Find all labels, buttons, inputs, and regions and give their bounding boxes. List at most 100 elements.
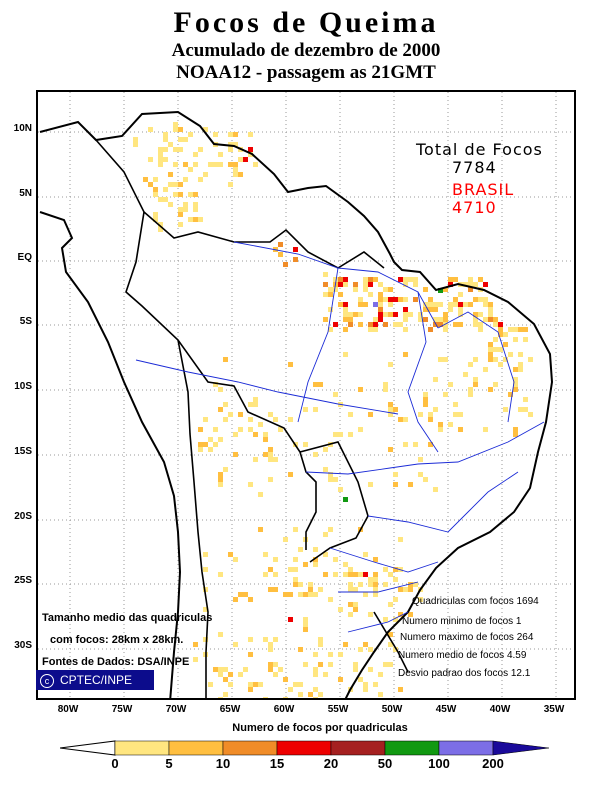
- fire-cell: [433, 317, 438, 322]
- fire-cell: [473, 282, 478, 287]
- fire-cell: [368, 612, 373, 617]
- fire-cell: [348, 567, 353, 572]
- fire-cell: [393, 577, 398, 582]
- fire-cell: [373, 682, 378, 687]
- scale-left-arrow: [60, 740, 116, 756]
- fire-cell: [273, 557, 278, 562]
- fire-cell: [183, 137, 188, 142]
- fire-cell: [408, 587, 413, 592]
- fire-cell: [458, 302, 463, 307]
- fire-cell: [228, 682, 233, 687]
- fire-cell: [163, 187, 168, 192]
- fire-cell: [368, 582, 373, 587]
- fire-cell: [403, 417, 408, 422]
- color-scale-title: Numero de focos por quadriculas: [232, 722, 408, 734]
- fire-cell: [158, 157, 163, 162]
- fire-cell: [298, 692, 303, 697]
- fire-cell: [343, 307, 348, 312]
- coastline: [39, 110, 554, 698]
- fire-cell: [268, 477, 273, 482]
- fire-cell: [378, 302, 383, 307]
- fire-cell: [503, 407, 508, 412]
- fire-cell: [403, 442, 408, 447]
- fire-cell: [418, 317, 423, 322]
- fire-cell: [318, 382, 323, 387]
- fire-cell: [473, 317, 478, 322]
- fire-cell: [478, 277, 483, 282]
- fire-cell: [353, 587, 358, 592]
- fire-cell: [188, 167, 193, 172]
- fire-cell: [373, 592, 378, 597]
- fire-cell: [428, 442, 433, 447]
- fire-cell: [328, 527, 333, 532]
- fire-cell: [343, 302, 348, 307]
- fire-cell: [383, 582, 388, 587]
- fire-cell: [308, 692, 313, 697]
- fire-cell: [393, 312, 398, 317]
- fire-cell: [358, 312, 363, 317]
- fire-cell: [458, 292, 463, 297]
- fire-cell: [363, 282, 368, 287]
- fire-cell: [178, 127, 183, 132]
- fire-cell: [238, 672, 243, 677]
- fire-cell: [223, 357, 228, 362]
- fire-cell: [303, 622, 308, 627]
- fire-cell: [298, 582, 303, 587]
- fire-cell: [273, 637, 278, 642]
- fire-cell: [368, 482, 373, 487]
- fire-cell: [393, 482, 398, 487]
- fire-cell: [158, 162, 163, 167]
- fire-cell: [263, 572, 268, 577]
- fire-cell: [248, 687, 253, 692]
- fire-cell: [358, 582, 363, 587]
- fire-cell: [438, 422, 443, 427]
- fire-cell: [373, 582, 378, 587]
- fire-cell: [178, 137, 183, 142]
- fire-cell: [333, 322, 338, 327]
- fire-cell: [288, 567, 293, 572]
- fire-cell: [403, 297, 408, 302]
- fire-cell: [343, 317, 348, 322]
- fire-cell: [518, 362, 523, 367]
- fire-cell: [368, 292, 373, 297]
- fire-cell: [253, 162, 258, 167]
- fire-cell: [468, 362, 473, 367]
- fire-cell: [178, 147, 183, 152]
- fire-cell: [223, 677, 228, 682]
- fire-cell: [358, 322, 363, 327]
- fire-cell: [203, 637, 208, 642]
- lat-label: 15S: [14, 446, 32, 457]
- fire-cell: [363, 552, 368, 557]
- fire-cell: [413, 582, 418, 587]
- total-focos-label: Total de Focos: [416, 140, 543, 159]
- fire-cell: [318, 662, 323, 667]
- fire-cell: [468, 392, 473, 397]
- fire-cell: [363, 687, 368, 692]
- fire-cell: [448, 307, 453, 312]
- fire-cell: [248, 652, 253, 657]
- fire-cell: [388, 362, 393, 367]
- scale-segment: [168, 740, 224, 756]
- fire-cell: [388, 662, 393, 667]
- fire-cell: [323, 282, 328, 287]
- fire-cell: [318, 637, 323, 642]
- lon-label: 50W: [381, 704, 403, 715]
- fire-cell: [288, 362, 293, 367]
- fire-cell: [148, 157, 153, 162]
- fire-cell: [298, 547, 303, 552]
- fire-cell: [438, 357, 443, 362]
- fire-cell: [168, 202, 173, 207]
- fire-cell: [158, 147, 163, 152]
- fire-cell: [298, 647, 303, 652]
- fire-cell: [193, 202, 198, 207]
- scale-label: 20: [323, 756, 339, 771]
- fire-cell: [513, 327, 518, 332]
- scale-segment: [222, 740, 278, 756]
- fire-cell: [498, 332, 503, 337]
- fire-cell: [288, 472, 293, 477]
- fire-cell: [388, 287, 393, 292]
- fire-cell: [238, 412, 243, 417]
- fire-cell: [443, 357, 448, 362]
- fire-cell: [223, 692, 228, 697]
- fire-cell: [358, 427, 363, 432]
